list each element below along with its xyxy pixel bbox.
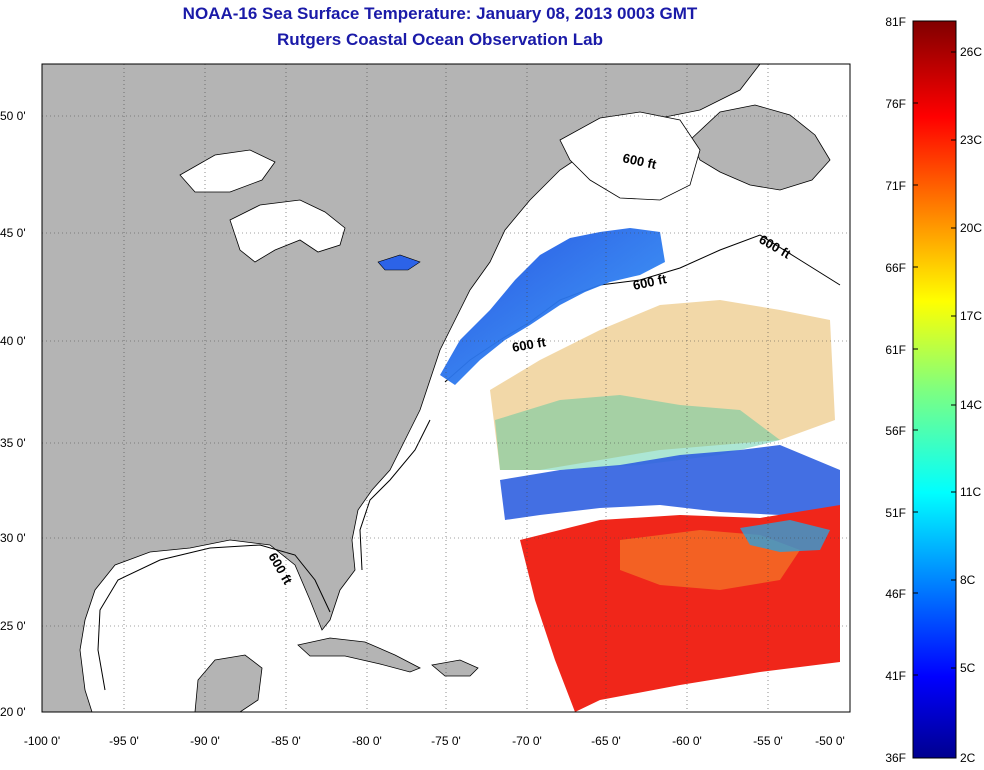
colorbar (912, 20, 957, 759)
colorbar-c-label: 26C (960, 45, 982, 59)
colorbar-c-label: 2C (960, 751, 976, 765)
colorbar-f-labels: 81F 76F 71F 66F 61F 56F 51F 46F 41F 36F (885, 15, 906, 765)
lon-label: -55 0' (753, 734, 783, 748)
lat-label: 25 0' (0, 619, 26, 633)
lon-label: -95 0' (109, 734, 139, 748)
colorbar-f-label: 46F (885, 587, 906, 601)
colorbar-c-label: 14C (960, 398, 982, 412)
lon-label: -80 0' (352, 734, 382, 748)
lon-label: -85 0' (271, 734, 301, 748)
lat-label: 20 0' (0, 705, 26, 719)
gulf-st-lawrence (559, 111, 701, 201)
contour-label-1: 600 ft (621, 150, 658, 172)
colorbar-c-labels: 26C 23C 20C 17C 14C 11C 8C 5C 2C (960, 45, 982, 765)
lon-label: -100 0' (24, 734, 60, 748)
colorbar-f-label: 66F (885, 261, 906, 275)
colorbar-f-label: 61F (885, 343, 906, 357)
colorbar-f-label: 51F (885, 506, 906, 520)
colorbar-c-label: 5C (960, 661, 976, 675)
hudson-bay-edge (179, 149, 276, 193)
great-lakes (229, 199, 346, 263)
colorbar-f-label: 71F (885, 179, 906, 193)
lat-axis: 50 0' 45 0' 40 0' 35 0' 30 0' 25 0' 20 0… (0, 109, 26, 719)
lon-label: -70 0' (512, 734, 542, 748)
land-hispaniola (431, 659, 479, 677)
colorbar-f-label: 76F (885, 97, 906, 111)
contour-600ft-gulf (97, 544, 331, 691)
map-title: NOAA-16 Sea Surface Temperature: January… (182, 4, 698, 23)
lat-label: 45 0' (0, 226, 26, 240)
sst-mid-mixed (490, 300, 835, 470)
lat-label: 30 0' (0, 531, 26, 545)
sst-warm-cool-spot (740, 520, 830, 552)
colorbar-c-label: 17C (960, 309, 982, 323)
land-yucatan (194, 654, 263, 712)
lon-label: -60 0' (672, 734, 702, 748)
contour-600ft-se (359, 419, 431, 571)
colorbar-c-label: 23C (960, 133, 982, 147)
colorbar-f-label: 81F (885, 15, 906, 29)
colorbar-f-label: 56F (885, 424, 906, 438)
lat-label: 40 0' (0, 334, 26, 348)
lon-label: -50 0' (815, 734, 845, 748)
lat-label: 35 0' (0, 436, 26, 450)
colorbar-f-label: 36F (885, 751, 906, 765)
graticule (42, 64, 850, 712)
colorbar-c-label: 20C (960, 221, 982, 235)
lon-label: -90 0' (190, 734, 220, 748)
lon-label: -75 0' (431, 734, 461, 748)
land-cuba (297, 637, 421, 673)
lake-ontario (377, 254, 421, 271)
colorbar-c-label: 11C (960, 485, 981, 499)
map-subtitle: Rutgers Coastal Ocean Observation Lab (277, 30, 603, 49)
sst-mid-cool (495, 395, 780, 470)
lat-label: 50 0' (0, 109, 26, 123)
lon-label: -65 0' (591, 734, 621, 748)
colorbar-c-label: 8C (960, 573, 976, 587)
colorbar-ticks (913, 51, 956, 676)
sst-front-blue (500, 445, 840, 520)
lon-axis: -100 0' -95 0' -90 0' -85 0' -80 0' -75 … (24, 734, 845, 748)
colorbar-f-label: 41F (885, 669, 906, 683)
contour-label-3: 600 ft (632, 271, 669, 293)
sst-coastal-cold (440, 228, 665, 385)
land-newfoundland (689, 104, 831, 191)
contour-label-4: 600 ft (511, 334, 548, 355)
